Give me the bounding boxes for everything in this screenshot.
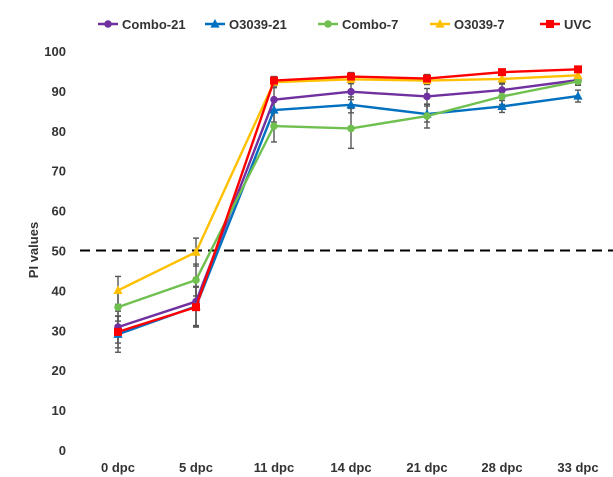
x-tick-label: 28 dpc [481, 460, 522, 475]
series-line-combo-7 [117, 80, 579, 309]
y-axis-label: PI values [26, 222, 41, 278]
legend-label: O3039-7 [454, 17, 505, 32]
error-bars-combo-21 [115, 75, 581, 344]
data-point-o3039-21 [269, 105, 279, 114]
legend-item-combo-7: Combo-7 [318, 17, 398, 32]
x-tick-label: 11 dpc [254, 460, 294, 475]
data-point-o3039-7 [573, 70, 583, 79]
data-point-combo-7 [114, 303, 122, 311]
legend-marker [104, 20, 112, 28]
data-point-o3039-7 [191, 247, 201, 256]
x-tick-label: 0 dpc [101, 460, 135, 475]
x-tick-label: 21 dpc [406, 460, 447, 475]
legend-item-uvc: UVC [540, 17, 592, 32]
legend-marker [435, 19, 445, 28]
legend-item-o3039-7: O3039-7 [430, 17, 505, 32]
y-tick-label: 20 [52, 363, 66, 378]
data-point-combo-7 [270, 122, 278, 130]
legend-marker [210, 19, 220, 28]
y-tick-label: 100 [44, 44, 66, 59]
data-point-uvc [347, 72, 355, 81]
y-tick-label: 40 [52, 283, 66, 298]
series-combo-7 [114, 77, 582, 311]
data-point-o3039-21 [497, 101, 507, 111]
data-point-combo-7 [192, 276, 200, 284]
data-point-combo-21 [347, 87, 355, 96]
data-point-combo-7 [347, 124, 355, 133]
y-tick-label: 80 [52, 124, 66, 139]
series-uvc [114, 65, 582, 336]
data-point-combo-21 [270, 95, 278, 104]
data-point-uvc [270, 76, 278, 85]
legend-label: UVC [564, 17, 592, 32]
data-point-uvc [114, 327, 122, 336]
y-tick-label: 10 [52, 403, 66, 418]
series-combo-21 [114, 76, 582, 331]
y-tick-label: 50 [52, 244, 66, 259]
x-tick-label: 5 dpc [179, 460, 213, 475]
data-point-o3039-7 [113, 285, 123, 294]
legend-label: Combo-21 [122, 17, 186, 32]
legend-item-combo-21: Combo-21 [98, 17, 186, 32]
legend-item-o3039-21: O3039-21 [205, 17, 287, 32]
y-tick-label: 70 [52, 164, 66, 179]
y-tick-label: 90 [52, 84, 66, 99]
data-point-combo-7 [423, 112, 431, 120]
series-group [113, 65, 583, 353]
data-point-o3039-21 [346, 99, 356, 109]
legend-label: O3039-21 [229, 17, 287, 32]
data-point-combo-7 [498, 92, 506, 101]
data-point-combo-21 [498, 86, 506, 94]
data-point-uvc [574, 65, 582, 74]
y-tick-label: 60 [52, 204, 66, 219]
x-axis: 0 dpc 5 dpc 11 dpc 14 dpc 21 dpc 28 dpc 33 dpc [101, 460, 599, 475]
legend-marker [546, 20, 554, 28]
legend-label: Combo-7 [342, 17, 398, 32]
legend-marker [324, 20, 332, 28]
series-line-combo-21 [117, 78, 579, 329]
y-tick-label: 0 [59, 443, 66, 458]
data-point-o3039-7 [497, 73, 507, 83]
y-axis: 0 10 20 30 40 50 60 70 80 90 100 [44, 44, 66, 458]
data-point-combo-21 [423, 92, 431, 101]
data-point-uvc [423, 74, 431, 83]
chart-legend: Combo-21 O3039-21 Combo-7 O3039-7 UVC [98, 17, 592, 32]
x-tick-label: 14 dpc [330, 460, 371, 475]
data-point-uvc [192, 303, 200, 312]
series-line-o3039-21 [117, 94, 579, 336]
y-tick-label: 30 [52, 323, 66, 338]
x-tick-label: 33 dpc [557, 460, 598, 475]
data-point-uvc [498, 68, 506, 77]
data-point-o3039-21 [573, 91, 583, 100]
data-point-combo-7 [574, 77, 582, 86]
